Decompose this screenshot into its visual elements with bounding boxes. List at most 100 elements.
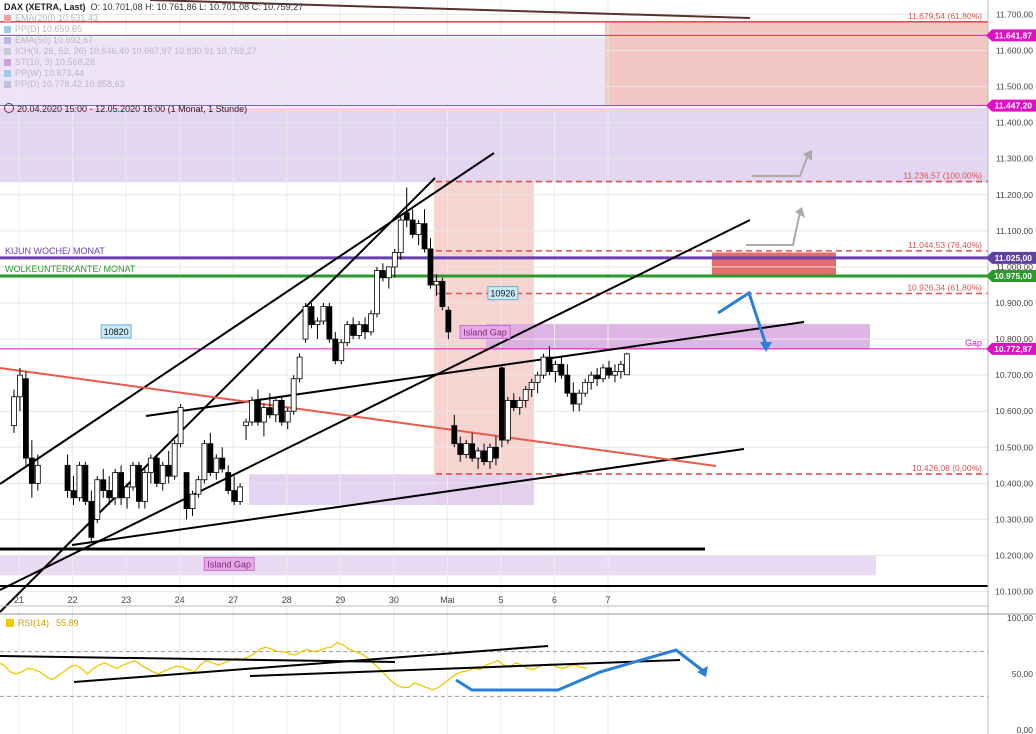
price-axis-bg [988, 0, 1036, 734]
candle [130, 461, 136, 491]
price-badge [986, 251, 1036, 264]
time-tick-label: 28 [282, 595, 292, 605]
candle [350, 317, 357, 340]
trend-line [0, 219, 751, 591]
date-range: 20.04.2020 15:00 - 12.05.2020 16:00 (1 M… [4, 103, 247, 114]
rsi-value: 55,89 [56, 618, 79, 628]
candle [504, 396, 511, 444]
candle-body [445, 309, 452, 333]
candle [606, 360, 612, 379]
candle-body [385, 266, 392, 279]
candle-body [147, 457, 154, 473]
legend-swatch [4, 70, 11, 77]
candle [219, 447, 226, 473]
ohlc-readout: O: 10.701,08 H: 10.761,86 L: 10.701,08 C… [90, 2, 304, 12]
candle [469, 432, 476, 462]
candle-body [469, 443, 476, 459]
candle-body [433, 280, 440, 286]
named-level-label: KIJUN WOCHE/ MONAT [5, 246, 105, 256]
value-box-label: 10820 [104, 327, 129, 337]
candle-body [76, 464, 83, 499]
legend-indicator: ST(10, 3) 10.568,28 [4, 57, 303, 68]
price-tick-label: 10.200,00 [995, 551, 1033, 561]
candle-body [255, 399, 261, 423]
candle [296, 353, 303, 383]
candle [302, 303, 309, 343]
candle-body [231, 490, 238, 502]
trend-line [149, 0, 751, 19]
candle-body [552, 363, 559, 372]
candle-body [272, 399, 279, 416]
candle [141, 468, 148, 509]
candle [314, 317, 321, 340]
candle [70, 476, 77, 505]
price-tick-label: 10.300,00 [995, 514, 1033, 524]
candle [522, 385, 529, 408]
fib-target-zone [605, 21, 988, 106]
rsi-tick-label: 0,00 [1016, 725, 1033, 734]
trend-line [0, 152, 495, 485]
legend-indicator: PP(D) 10.659,65 [4, 24, 303, 35]
candle-body [498, 367, 505, 441]
price-tick-label: 11.200,00 [996, 190, 1033, 200]
rsi-trend-line [0, 655, 396, 663]
rsi-blue-arrowhead [697, 666, 708, 677]
candle-body [118, 472, 124, 499]
candle [249, 396, 255, 426]
candle-body [588, 374, 595, 383]
candle-body [510, 399, 517, 409]
candle-body [421, 223, 428, 250]
fib-level-label: 10.926,34 (61,80%) [907, 282, 982, 292]
candle-body [344, 324, 351, 344]
time-tick-label: Mai [440, 595, 455, 605]
candle [362, 317, 368, 340]
candle [243, 418, 249, 441]
price-tick-label: 11.100,00 [996, 226, 1033, 236]
candle [498, 364, 505, 448]
candle [260, 404, 267, 437]
candle [153, 454, 160, 487]
price-tick-label: 10.100,00 [995, 587, 1033, 597]
candle-body [64, 464, 71, 491]
candle-body [28, 457, 35, 484]
candle-body [487, 446, 493, 463]
candle-body [493, 446, 499, 459]
candle [124, 483, 130, 509]
candle-body [564, 374, 571, 394]
indicator-list: EMA(200) 10.531,43 PP(D) 10.659,65 EMA(50)… [4, 13, 303, 90]
rsi-line [0, 641, 588, 691]
price-tick-label: 10.800,00 [995, 334, 1033, 344]
candle [487, 443, 493, 469]
time-tick-label: 7 [606, 595, 611, 605]
date-range-text: 20.04.2020 15:00 - 12.05.2020 16:00 (1 M… [17, 104, 248, 114]
candle [326, 303, 333, 343]
zone-label-box [203, 557, 255, 571]
candle-body [457, 443, 464, 455]
candle [570, 382, 577, 412]
legend-indicator: PP(W) 10.873,44 [4, 68, 303, 79]
candle-body [403, 212, 410, 221]
legend-indicator-label: PP(D) 10.659,65 [15, 24, 83, 34]
candle [344, 321, 351, 347]
candle [320, 303, 327, 325]
candle-body [368, 313, 374, 333]
candle [332, 331, 339, 365]
candle-body [528, 381, 535, 390]
candle [183, 472, 190, 520]
candle [403, 187, 410, 228]
candle [118, 465, 124, 505]
candle-body [350, 324, 357, 336]
candle [278, 396, 285, 426]
candle-body [409, 219, 416, 235]
price-tick-label: 10.400,00 [995, 478, 1033, 488]
rsi-tick-label: 50,00 [1012, 669, 1034, 679]
price-tick-label: 11.000,00 [996, 262, 1033, 272]
candle [165, 450, 172, 484]
candle [22, 371, 29, 466]
candle-body [504, 399, 511, 441]
candle [516, 396, 523, 415]
candle-body [540, 356, 547, 376]
candle-body [463, 443, 470, 455]
legend-indicator: EMA(200) 10.531,43 [4, 13, 303, 24]
candle [439, 277, 446, 311]
